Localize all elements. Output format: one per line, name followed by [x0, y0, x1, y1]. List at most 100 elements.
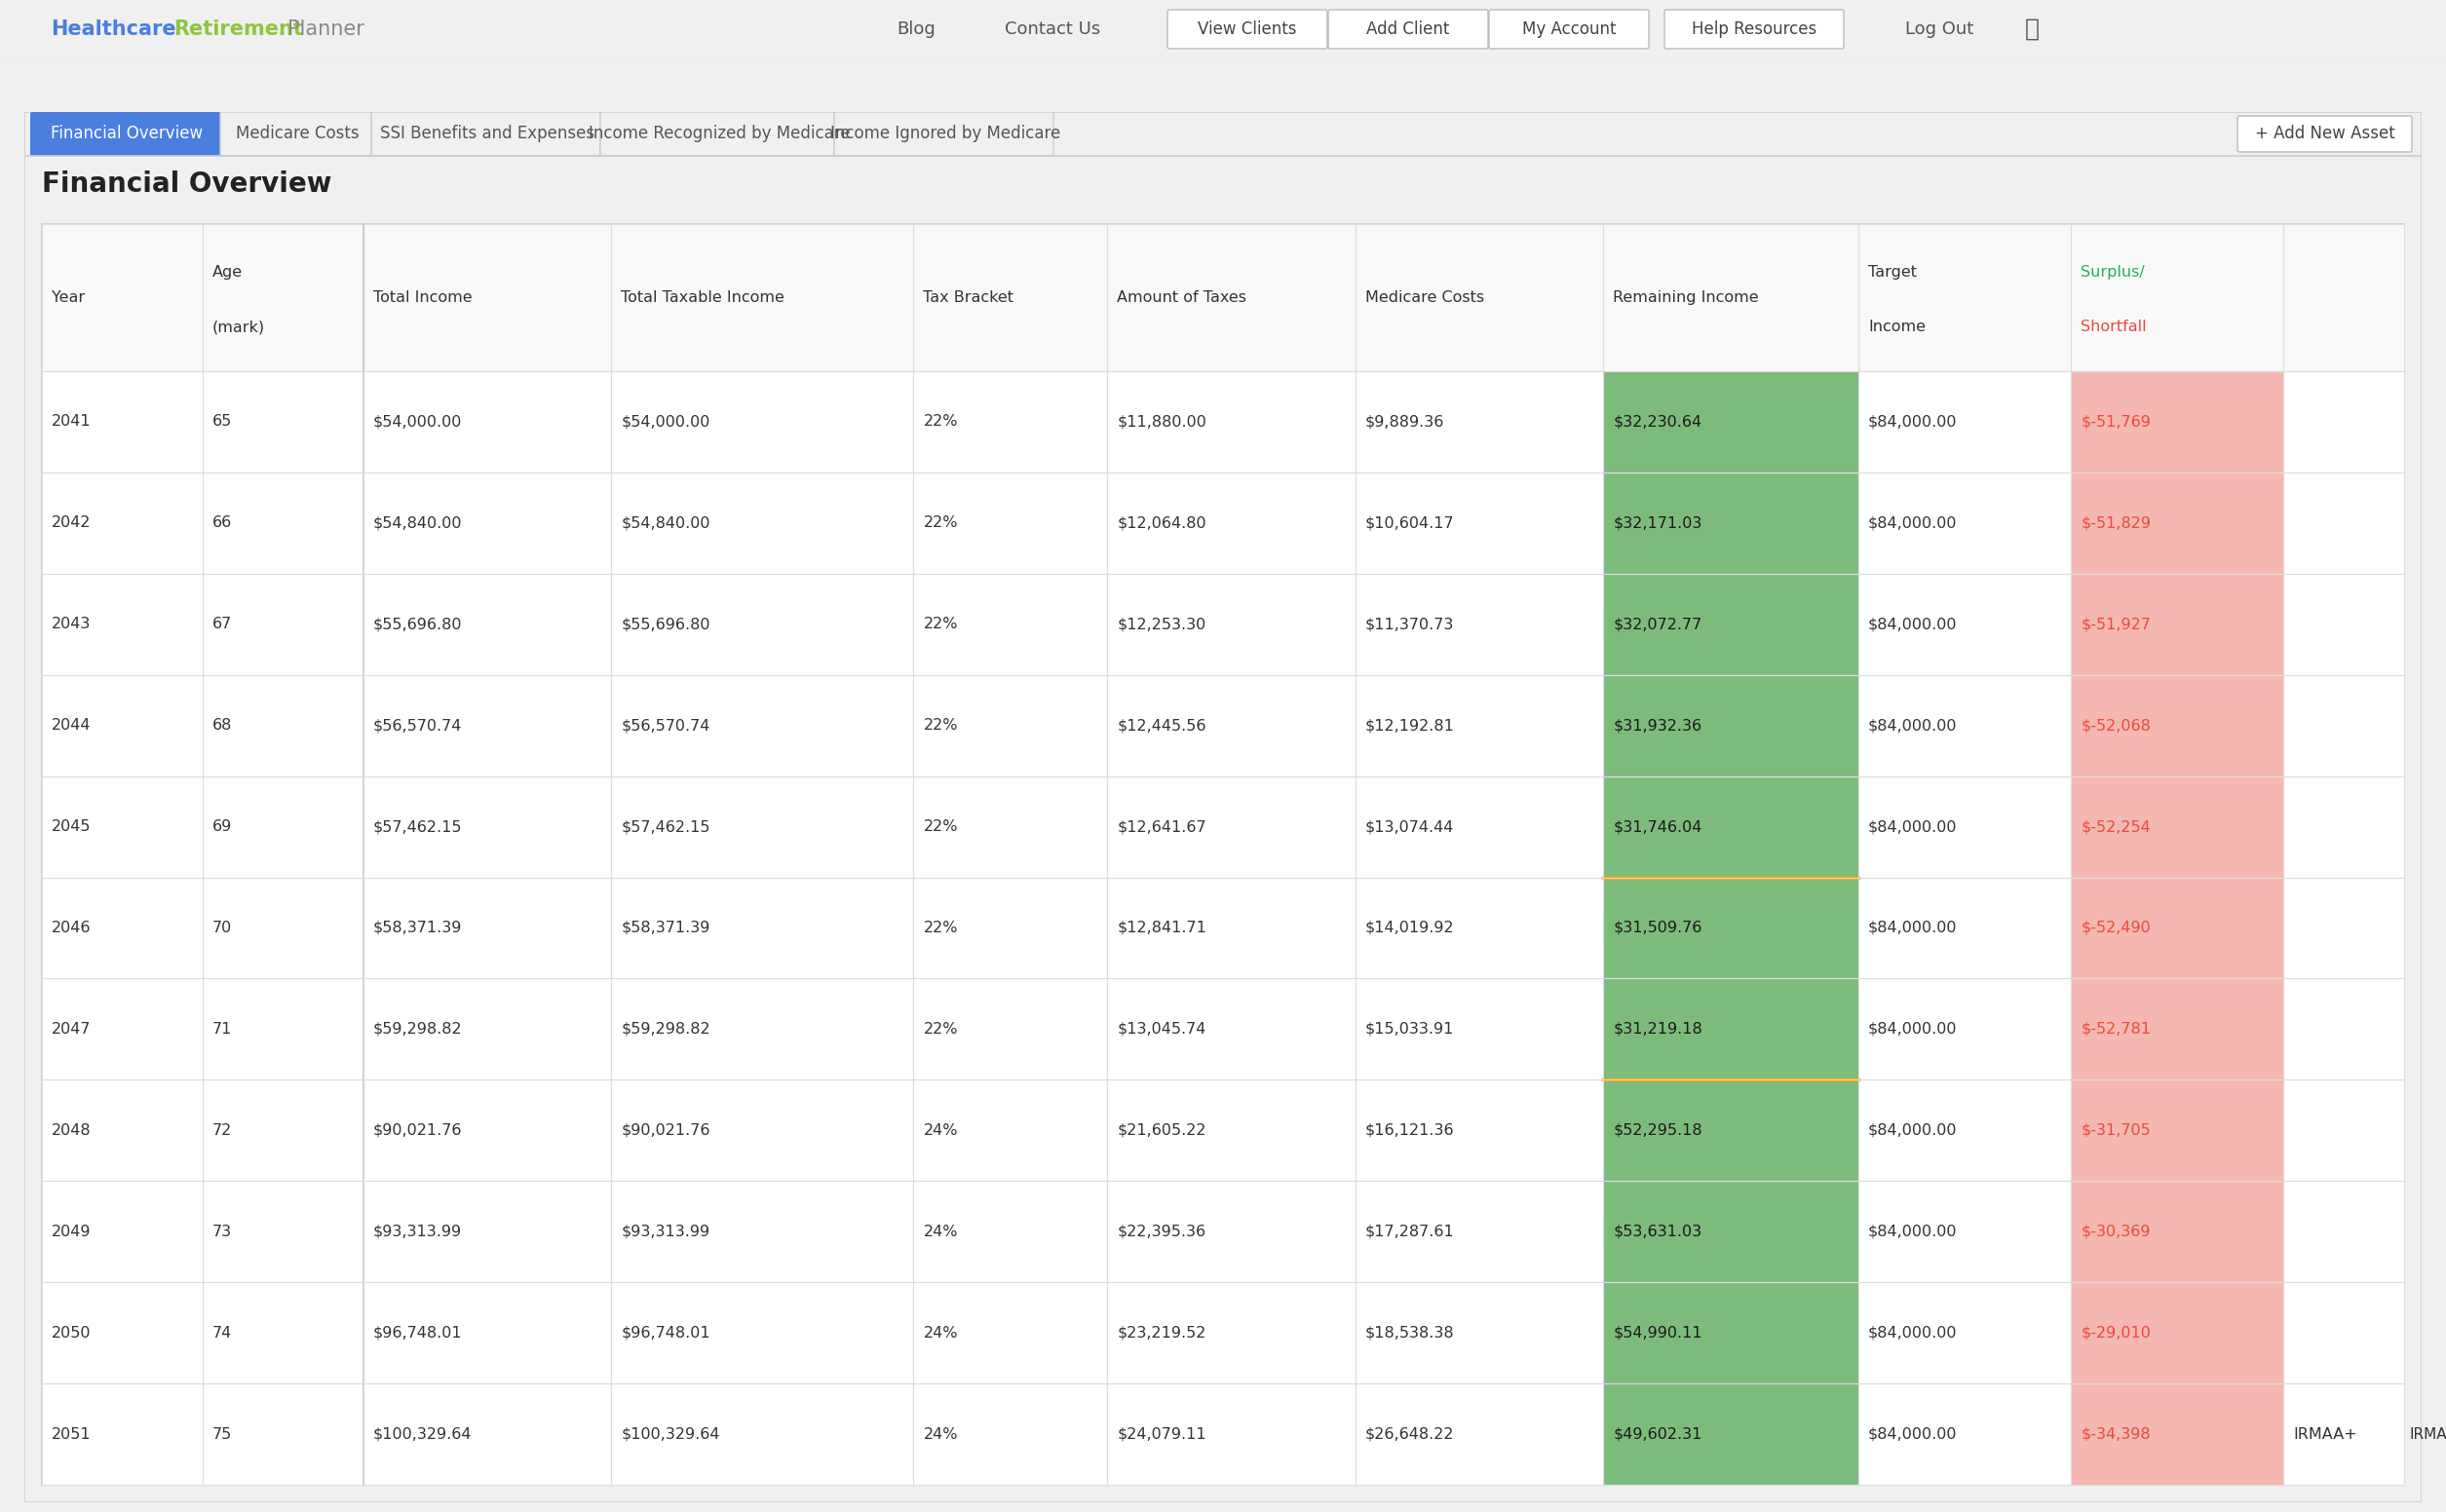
- Text: Shortfall: Shortfall: [2082, 319, 2148, 334]
- Bar: [1355, 978, 1602, 1080]
- Text: $-52,068: $-52,068: [2082, 718, 2150, 733]
- Bar: [42, 1080, 203, 1181]
- Bar: [203, 370, 362, 472]
- Bar: [2285, 1080, 2404, 1181]
- Bar: [1355, 1282, 1602, 1383]
- Text: 24%: 24%: [922, 1225, 959, 1238]
- Text: Blog: Blog: [898, 21, 934, 38]
- Text: $84,000.00: $84,000.00: [1869, 1427, 1957, 1441]
- Bar: [203, 1383, 362, 1485]
- Text: $56,570.74: $56,570.74: [372, 718, 462, 733]
- Bar: [362, 1282, 612, 1383]
- Bar: [1108, 674, 1355, 776]
- Bar: [1355, 1080, 1602, 1181]
- Text: $52,295.18: $52,295.18: [1612, 1123, 1702, 1137]
- Text: Medicare Costs: Medicare Costs: [235, 125, 360, 142]
- Bar: [912, 1383, 1108, 1485]
- Bar: [2072, 1383, 2285, 1485]
- Bar: [2285, 674, 2404, 776]
- Text: 65: 65: [213, 414, 232, 429]
- Text: $84,000.00: $84,000.00: [1869, 1022, 1957, 1036]
- Text: $11,880.00: $11,880.00: [1118, 414, 1206, 429]
- Text: 2048: 2048: [51, 1123, 91, 1137]
- FancyBboxPatch shape: [1663, 9, 1844, 48]
- Bar: [1859, 776, 2072, 877]
- Bar: [2072, 1181, 2285, 1282]
- Text: $-51,769: $-51,769: [2082, 414, 2150, 429]
- Bar: [362, 978, 612, 1080]
- Bar: [1859, 1080, 2072, 1181]
- FancyBboxPatch shape: [220, 112, 372, 156]
- FancyBboxPatch shape: [834, 112, 1054, 156]
- Bar: [612, 877, 912, 978]
- Bar: [1602, 370, 1859, 472]
- Text: $-52,781: $-52,781: [2082, 1022, 2150, 1036]
- Bar: [1108, 776, 1355, 877]
- Text: 2046: 2046: [51, 921, 91, 936]
- Bar: [1602, 472, 1859, 573]
- Text: $-52,254: $-52,254: [2082, 820, 2150, 835]
- Text: Year: Year: [51, 290, 86, 305]
- Bar: [1602, 978, 1859, 1080]
- Text: $93,313.99: $93,313.99: [621, 1225, 709, 1238]
- Bar: [2072, 978, 2285, 1080]
- Text: $57,462.15: $57,462.15: [372, 820, 462, 835]
- Bar: [612, 674, 912, 776]
- Bar: [42, 1383, 203, 1485]
- Text: $84,000.00: $84,000.00: [1869, 718, 1957, 733]
- Text: $12,064.80: $12,064.80: [1118, 516, 1206, 531]
- Bar: [203, 776, 362, 877]
- Text: (mark): (mark): [213, 319, 264, 334]
- Bar: [2285, 877, 2404, 978]
- Text: $84,000.00: $84,000.00: [1869, 1123, 1957, 1137]
- Bar: [1859, 573, 2072, 674]
- Text: 68: 68: [213, 718, 232, 733]
- Text: Healthcare: Healthcare: [51, 20, 176, 39]
- Bar: [203, 1282, 362, 1383]
- Text: + Add New Asset: + Add New Asset: [2255, 125, 2395, 142]
- Bar: [42, 370, 203, 472]
- Bar: [1355, 776, 1602, 877]
- Bar: [42, 776, 203, 877]
- FancyBboxPatch shape: [1490, 9, 1649, 48]
- Bar: [1602, 1181, 1859, 1282]
- Text: IRMAA+: IRMAA+: [2294, 1427, 2358, 1441]
- Bar: [362, 674, 612, 776]
- Text: $32,230.64: $32,230.64: [1612, 414, 1702, 429]
- Text: My Account: My Account: [1521, 21, 1617, 38]
- Bar: [1108, 370, 1355, 472]
- Bar: [2285, 472, 2404, 573]
- Bar: [1602, 573, 1859, 674]
- Bar: [1859, 978, 2072, 1080]
- Bar: [203, 877, 362, 978]
- Text: 24%: 24%: [922, 1326, 959, 1340]
- Bar: [912, 573, 1108, 674]
- FancyBboxPatch shape: [1328, 9, 1487, 48]
- Text: $12,253.30: $12,253.30: [1118, 617, 1206, 632]
- Bar: [2072, 1282, 2285, 1383]
- Text: $56,570.74: $56,570.74: [621, 718, 709, 733]
- Text: Target: Target: [1869, 265, 1918, 280]
- Text: $12,192.81: $12,192.81: [1365, 718, 1455, 733]
- Bar: [612, 1282, 912, 1383]
- Text: Age: Age: [213, 265, 242, 280]
- Text: 70: 70: [213, 921, 232, 936]
- Text: Surplus/: Surplus/: [2082, 265, 2145, 280]
- Text: Financial Overview: Financial Overview: [51, 125, 203, 142]
- Text: ⌕: ⌕: [2025, 18, 2040, 41]
- Bar: [2072, 573, 2285, 674]
- Bar: [2285, 776, 2404, 877]
- Text: $55,696.80: $55,696.80: [372, 617, 462, 632]
- Bar: [612, 776, 912, 877]
- Text: $54,000.00: $54,000.00: [621, 414, 709, 429]
- Text: 22%: 22%: [922, 820, 959, 835]
- Text: $54,000.00: $54,000.00: [372, 414, 462, 429]
- Text: View Clients: View Clients: [1199, 21, 1296, 38]
- Text: 22%: 22%: [922, 718, 959, 733]
- Text: $90,021.76: $90,021.76: [621, 1123, 709, 1137]
- Text: 72: 72: [213, 1123, 232, 1137]
- Bar: [612, 1080, 912, 1181]
- Text: $32,171.03: $32,171.03: [1612, 516, 1702, 531]
- Bar: [912, 674, 1108, 776]
- Bar: [1602, 776, 1859, 877]
